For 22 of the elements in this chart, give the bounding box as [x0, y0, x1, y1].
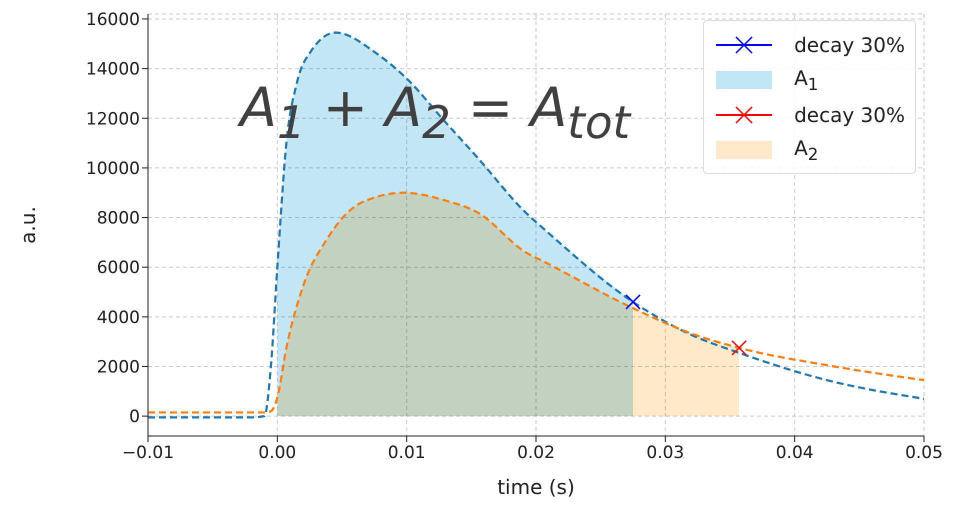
legend-label: A$_{1}$ [794, 66, 818, 94]
y-tick-label: 10000 [86, 158, 140, 179]
x-axis-title: time (s) [497, 475, 575, 499]
x-tick-label: −0.01 [122, 443, 174, 464]
y-tick-label: 6000 [96, 258, 140, 278]
x-tick-label: 0.05 [905, 443, 943, 464]
y-tick-label: 12000 [86, 109, 140, 130]
y-tick-label: 0 [129, 407, 140, 428]
y-axis-title: a.u. [16, 206, 40, 244]
x-tick-label: 0.00 [258, 443, 296, 464]
legend-label: A$_{2}$ [794, 136, 818, 164]
y-tick-label: 4000 [96, 308, 140, 328]
legend-label: decay 30% [794, 32, 905, 56]
x-tick-label: 0.03 [646, 443, 684, 464]
y-tick-label: 8000 [96, 208, 140, 229]
x-tick-label: 0.02 [517, 443, 555, 464]
x-tick-label: 0.04 [776, 443, 814, 464]
y-tick-label: 16000 [86, 10, 140, 30]
legend-label: decay 30% [794, 102, 905, 126]
y-tick-label: 14000 [86, 60, 140, 80]
x-tick-label: 0.01 [388, 443, 426, 464]
y-tick-label: 2000 [96, 358, 140, 378]
